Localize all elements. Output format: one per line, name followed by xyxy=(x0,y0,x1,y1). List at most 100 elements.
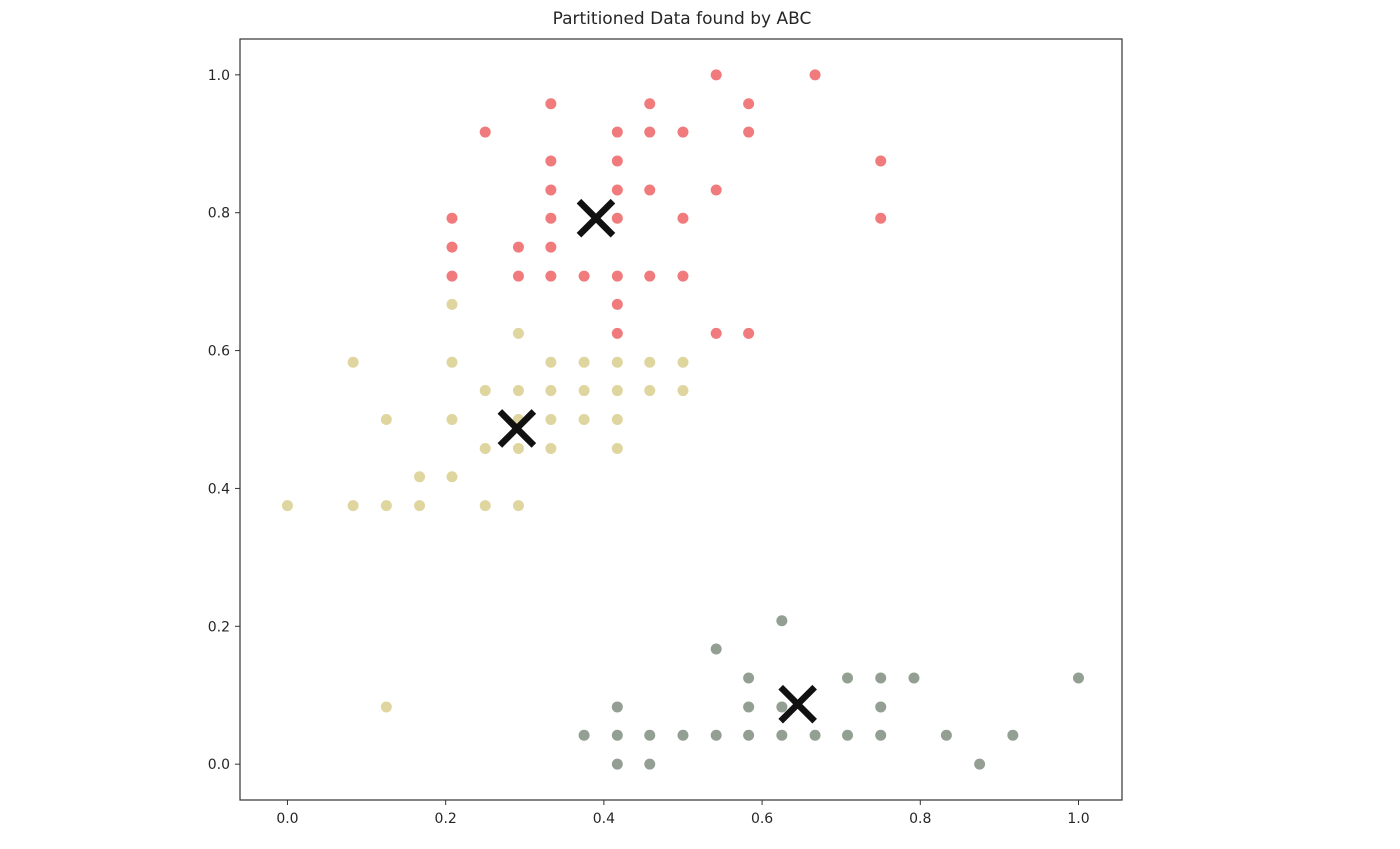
cluster-tan-point xyxy=(611,414,623,425)
cluster-tan-point xyxy=(446,298,458,310)
centroid-marker xyxy=(778,684,817,724)
cluster-red-point xyxy=(743,98,755,110)
cluster-red-point xyxy=(545,241,557,253)
cluster-red-point xyxy=(743,327,755,339)
cluster-red-point xyxy=(512,270,524,282)
cluster-red-point xyxy=(809,69,821,81)
cluster-red-point xyxy=(446,270,458,282)
cluster-green-point xyxy=(743,672,755,684)
cluster-tan-point xyxy=(512,385,524,397)
cluster-tan-point xyxy=(677,356,689,368)
cluster-tan-point xyxy=(644,356,656,368)
centroid-markers xyxy=(497,198,817,724)
cluster-tan-point xyxy=(578,356,590,368)
cluster-red-point xyxy=(545,184,557,196)
cluster-tan-point xyxy=(380,701,392,713)
cluster-green-point xyxy=(1007,729,1019,741)
cluster-red-series xyxy=(446,69,887,339)
cluster-green-point xyxy=(974,758,986,770)
cluster-red-point xyxy=(611,270,623,282)
cluster-green-point xyxy=(578,729,590,741)
cluster-red-point xyxy=(545,98,557,110)
cluster-tan-point xyxy=(479,442,491,454)
y-tick-label: 0.4 xyxy=(208,481,230,497)
cluster-tan-point xyxy=(545,414,557,425)
cluster-red-point xyxy=(644,270,656,282)
cluster-red-point xyxy=(677,270,689,282)
cluster-tan-point xyxy=(380,414,392,425)
cluster-tan-point xyxy=(545,356,557,368)
cluster-red-point xyxy=(710,184,722,196)
cluster-green-point xyxy=(776,701,788,713)
cluster-red-point xyxy=(710,69,722,81)
cluster-tan-point xyxy=(677,385,689,397)
cluster-red-point xyxy=(875,155,887,167)
cluster-tan-point xyxy=(512,500,524,512)
cluster-red-point xyxy=(611,298,623,310)
cluster-green-point xyxy=(611,729,623,741)
plot-area-frame xyxy=(239,38,1123,801)
cluster-red-point xyxy=(677,212,689,224)
cluster-red-point xyxy=(578,270,590,282)
x-axis: 0.0 0.2 0.4 0.6 0.8 1.0 xyxy=(276,800,1090,827)
cluster-tan-point xyxy=(446,471,458,483)
centroid-marker xyxy=(576,198,616,238)
cluster-red-point xyxy=(743,126,755,138)
cluster-tan-point xyxy=(446,356,458,368)
cluster-green-point xyxy=(677,729,689,741)
cluster-red-point xyxy=(644,184,656,196)
cluster-green-point xyxy=(908,672,920,684)
cluster-red-point xyxy=(875,212,887,224)
cluster-green-point xyxy=(875,701,887,713)
cluster-green-point xyxy=(809,729,821,741)
cluster-tan-point xyxy=(281,500,293,512)
centroid-marker xyxy=(497,409,537,448)
x-tick-label: 0.2 xyxy=(435,811,457,827)
x-tick-label: 0.6 xyxy=(751,811,773,827)
cluster-green-point xyxy=(743,701,755,713)
cluster-tan-point xyxy=(347,500,359,512)
cluster-tan-point xyxy=(414,471,426,483)
cluster-green-point xyxy=(875,672,887,684)
cluster-tan-point xyxy=(479,500,491,512)
y-tick-label: 0.2 xyxy=(208,619,230,635)
cluster-green-point xyxy=(842,672,854,684)
cluster-tan-point xyxy=(512,327,524,339)
x-tick-label: 0.8 xyxy=(909,811,931,827)
cluster-red-point xyxy=(611,155,623,167)
y-tick-label: 0.8 xyxy=(208,206,230,222)
cluster-tan-point xyxy=(512,442,524,454)
y-tick-label: 0.0 xyxy=(208,757,230,773)
cluster-red-point xyxy=(677,126,689,138)
cluster-green-point xyxy=(644,729,656,741)
cluster-tan-series xyxy=(281,298,689,713)
cluster-red-point xyxy=(512,241,524,253)
cluster-tan-point xyxy=(545,385,557,397)
x-tick-label: 1.0 xyxy=(1067,811,1089,827)
cluster-red-point xyxy=(446,212,458,224)
cluster-red-point xyxy=(446,241,458,253)
cluster-tan-point xyxy=(611,385,623,397)
cluster-red-point xyxy=(611,327,623,339)
cluster-green-point xyxy=(776,729,788,741)
cluster-red-point xyxy=(710,327,722,339)
cluster-green-point xyxy=(611,758,623,770)
cluster-tan-point xyxy=(545,442,557,454)
cluster-tan-point xyxy=(479,385,491,397)
cluster-red-point xyxy=(479,126,491,138)
cluster-green-series xyxy=(578,615,1084,770)
cluster-tan-point xyxy=(380,500,392,512)
cluster-red-point xyxy=(611,212,623,224)
y-axis: 0.0 0.2 0.4 0.6 0.8 1.0 xyxy=(208,68,240,773)
cluster-tan-point xyxy=(611,442,623,454)
cluster-tan-point xyxy=(347,356,359,368)
cluster-tan-point xyxy=(446,414,458,425)
chart-title: Partitioned Data found by ABC xyxy=(553,9,812,29)
cluster-tan-point xyxy=(578,385,590,397)
cluster-tan-point xyxy=(611,356,623,368)
cluster-green-point xyxy=(743,729,755,741)
cluster-green-point xyxy=(940,729,952,741)
cluster-green-point xyxy=(842,729,854,741)
cluster-green-point xyxy=(776,615,788,627)
